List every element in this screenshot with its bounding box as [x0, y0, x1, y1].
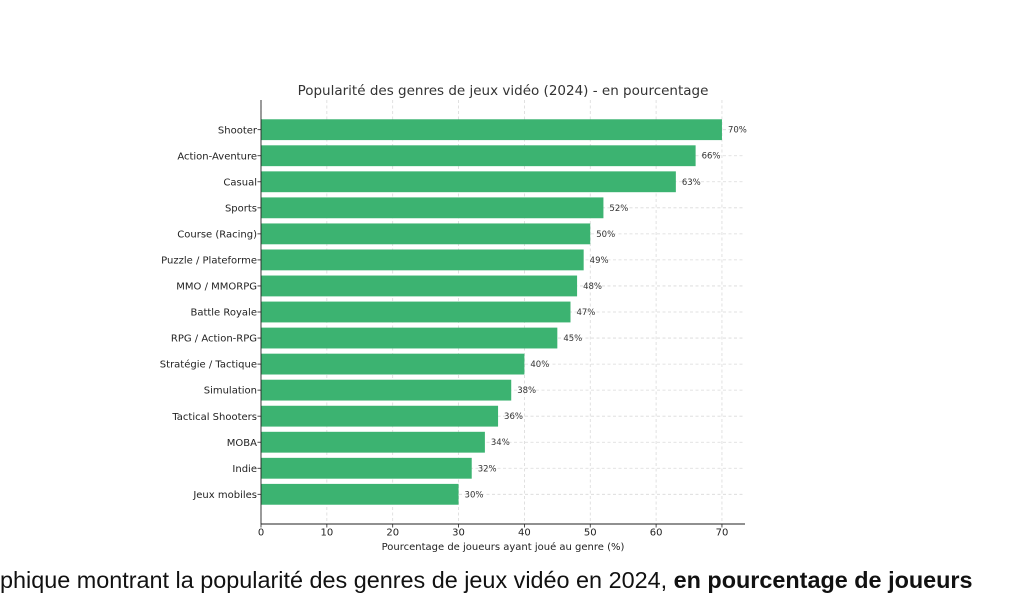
y-tick-label: RPG / Action-RPG: [171, 334, 257, 345]
caption-emphasis: en pourcentage de joueurs: [673, 567, 973, 593]
data-label: 49%: [590, 256, 609, 266]
data-label: 50%: [596, 230, 615, 240]
caption: phique montrant la popularité des genres…: [0, 567, 973, 593]
y-tick-label: Course (Racing): [177, 229, 257, 240]
chart-labels: 70% 66% 63% 52% 50% 49% 48% 47% 45% 40% 38% 36% 34% 3…: [160, 125, 747, 538]
data-label: 30%: [465, 490, 484, 500]
y-tick-label: Jeux mobiles: [192, 490, 257, 501]
y-tick-label: Casual: [223, 177, 257, 188]
data-label: 63%: [682, 178, 701, 188]
bar-action-aventure: [261, 145, 696, 167]
x-tick-label: 20: [386, 528, 399, 539]
caption-text: phique montrant la popularité des genres…: [0, 567, 668, 593]
data-label: 48%: [583, 282, 602, 292]
y-tick-label: Sports: [225, 203, 257, 214]
axes: [257, 100, 745, 528]
y-tick-label: Puzzle / Plateforme: [161, 256, 257, 267]
x-tick-label: 50: [584, 528, 597, 539]
bar-tactical-shooters: [261, 405, 499, 427]
x-tick-label: 10: [320, 528, 333, 539]
data-label: 66%: [702, 152, 721, 162]
x-axis-label: Pourcentage de joueurs ayant joué au gen…: [382, 541, 625, 553]
y-tick-label: MMO / MMORPG: [176, 282, 257, 293]
data-label: 40%: [530, 360, 549, 370]
bar-moba: [261, 431, 485, 453]
data-label: 36%: [504, 412, 523, 422]
data-label: 47%: [576, 308, 595, 318]
bar-puzzle-plateforme: [261, 249, 584, 271]
y-tick-label: Stratégie / Tactique: [160, 359, 257, 371]
data-label: 34%: [491, 438, 510, 448]
bar-battle-royale: [261, 301, 571, 323]
bar-jeux-mobiles: [261, 483, 459, 505]
y-tick-label: MOBA: [227, 438, 257, 449]
y-tick-label: Simulation: [204, 386, 257, 397]
bar-shooter: [261, 119, 722, 141]
x-tick-label: 60: [650, 528, 663, 539]
bar-casual: [261, 171, 676, 193]
y-tick-label: Tactical Shooters: [171, 412, 257, 423]
data-label: 52%: [609, 204, 628, 214]
data-label: 45%: [563, 334, 582, 344]
bar-sports: [261, 197, 604, 219]
y-tick-label: Action-Aventure: [177, 151, 257, 162]
x-tick-label: 40: [518, 528, 531, 539]
y-tick-label: Battle Royale: [190, 308, 257, 319]
bar-chart: 70% 66% 63% 52% 50% 49% 48% 47% 45% 40% 38% 36% 34% 3…: [160, 83, 747, 553]
data-label: 32%: [478, 464, 497, 474]
y-tick-label: Shooter: [218, 125, 258, 136]
bar-simulation: [261, 379, 512, 401]
bars: [261, 119, 722, 505]
bar-rpg-action-rpg: [261, 327, 558, 349]
x-tick-label: 70: [716, 528, 729, 539]
bar-mmo-mmorpg: [261, 275, 578, 297]
data-label: 70%: [728, 126, 747, 136]
chart-title: Popularité des genres de jeux vidéo (202…: [298, 83, 709, 99]
data-label: 38%: [517, 386, 536, 396]
x-tick-label: 30: [452, 528, 465, 539]
bar-strategie-tactique: [261, 353, 525, 375]
x-tick-label: 0: [258, 528, 264, 539]
bar-indie: [261, 457, 472, 479]
y-tick-label: Indie: [232, 464, 257, 475]
bar-course-racing: [261, 223, 591, 245]
